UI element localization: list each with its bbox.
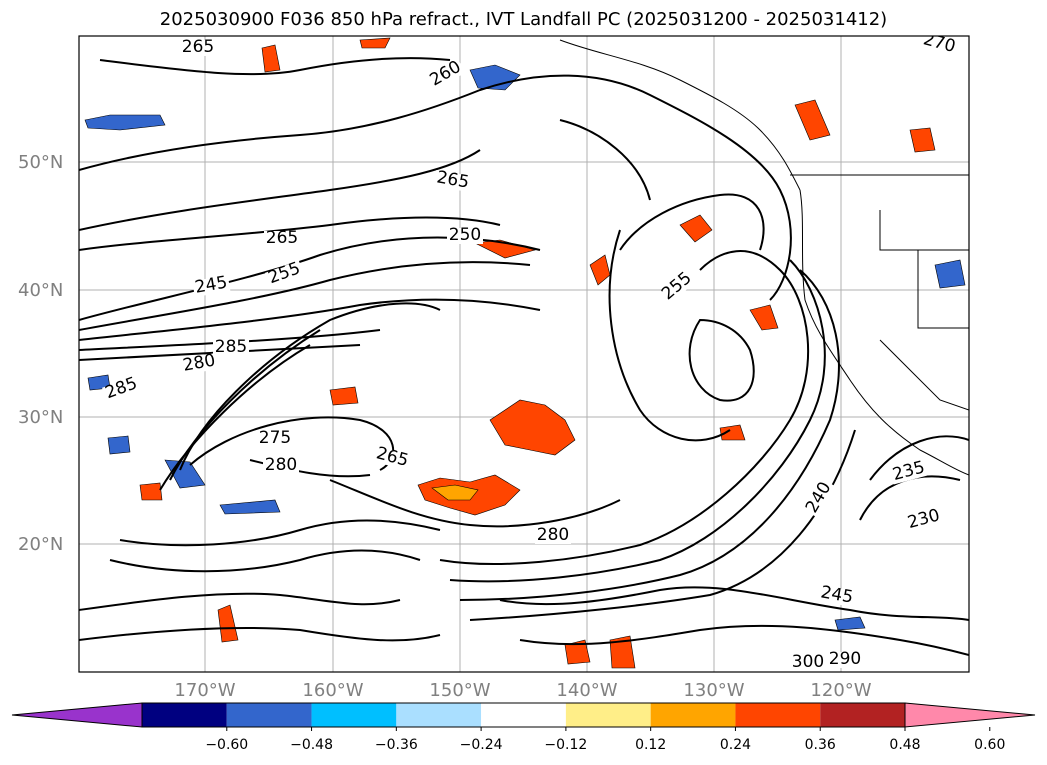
lon-label: 130°W [683, 680, 745, 701]
lon-label: 150°W [429, 680, 491, 701]
contour-label-bg [213, 340, 249, 356]
colorbar-tick-label: 0.36 [804, 737, 836, 753]
colorbar-tick-label: −0.12 [544, 737, 588, 753]
contour-label: 275 [259, 428, 291, 448]
contour-label-bg [180, 40, 216, 56]
contour-label: 280 [537, 525, 569, 545]
colorbar [11, 702, 1036, 731]
positive-blob [609, 635, 636, 669]
contour-label-bg [263, 458, 299, 474]
contour-label: 265 [266, 228, 298, 248]
colorbar-tick-label: 0.48 [889, 737, 921, 753]
contour-label-bg [904, 507, 944, 533]
colorbar-bin [396, 703, 482, 727]
contour-label: 290 [829, 649, 861, 669]
colorbar-bin [142, 703, 227, 727]
contour-label: 285 [215, 337, 247, 357]
positive-blob [564, 639, 591, 665]
colorbar-bin [565, 703, 651, 727]
contour-label-bg [817, 585, 856, 608]
graticule [79, 36, 969, 672]
contour-lines [79, 57, 969, 656]
contour-label: 250 [449, 225, 481, 245]
colorbar-bin [735, 703, 821, 727]
lat-label: 50°N [18, 152, 64, 173]
contour-label-bg [257, 431, 293, 447]
positive-blob [217, 604, 239, 643]
lon-label: 160°W [302, 680, 364, 701]
contour-label: 265 [182, 37, 214, 57]
colorbar-tick-label: −0.60 [205, 737, 249, 753]
contour-label-bg [447, 228, 483, 244]
map-title: 2025030900 F036 850 hPa refract., IVT La… [159, 9, 888, 30]
colorbar-bin [820, 703, 905, 727]
contour-label: 280 [265, 455, 297, 475]
negative-blob [834, 616, 866, 631]
negative-blob [934, 259, 966, 289]
colorbar-tick-label: 0.60 [974, 737, 1006, 753]
positive-blob [431, 484, 479, 501]
positive-blob [794, 99, 831, 141]
negative-blob [107, 435, 131, 455]
lat-label: 20°N [18, 534, 64, 555]
shaded-anomalies [84, 37, 966, 669]
colorbar-bin [311, 703, 397, 727]
contour-label-bg [433, 170, 472, 193]
colorbar-tick-label: −0.48 [290, 737, 333, 753]
lat-label: 30°N [18, 407, 64, 428]
lon-label: 170°W [174, 680, 236, 701]
lon-label: 120°W [810, 680, 872, 701]
negative-blob [469, 64, 521, 91]
contour-label-bg [827, 652, 863, 668]
coastline [559, 39, 969, 476]
colorbar-extend-low [11, 702, 143, 728]
colorbar-frame [141, 702, 906, 728]
lon-label: 140°W [556, 680, 618, 701]
positive-blob [261, 44, 281, 73]
colorbar-bin [481, 703, 566, 727]
colorbar-tick-label: −0.36 [374, 737, 418, 753]
map-frame [78, 35, 970, 673]
colorbar-tick-label: 0.24 [719, 737, 752, 753]
positive-blob [749, 304, 779, 331]
positive-blob [679, 214, 713, 243]
colorbar-bin [650, 703, 736, 727]
contour-label-bg [264, 231, 300, 247]
contour-label-bg [180, 353, 219, 376]
contour-label-bg [919, 36, 959, 57]
contour-label-bg [101, 375, 142, 403]
contour-label-bg [658, 269, 697, 305]
positive-blob [359, 37, 391, 49]
positive-blob [329, 386, 359, 406]
contour-label-bg [535, 528, 571, 544]
positive-blob [139, 482, 163, 501]
contour-label-bg [803, 478, 836, 518]
contour-label-bg [790, 655, 826, 671]
colorbar-tick-label: −0.24 [459, 737, 503, 753]
contour-label: 300 [792, 652, 824, 672]
negative-blob [219, 499, 281, 515]
negative-blob [84, 114, 166, 131]
lat-label: 40°N [18, 280, 64, 301]
colorbar-bin [226, 703, 312, 727]
contour-label-bg [264, 260, 305, 288]
contour-label-bg [192, 275, 231, 298]
colorbar-tick-label: 0.12 [635, 737, 667, 753]
contour-label-bg [889, 459, 929, 485]
colorbar-extend-high [904, 702, 1036, 728]
positive-blob [909, 127, 936, 153]
contour-label-bg [426, 58, 466, 91]
positive-blob [489, 399, 576, 456]
contour-label-bg [372, 445, 412, 471]
